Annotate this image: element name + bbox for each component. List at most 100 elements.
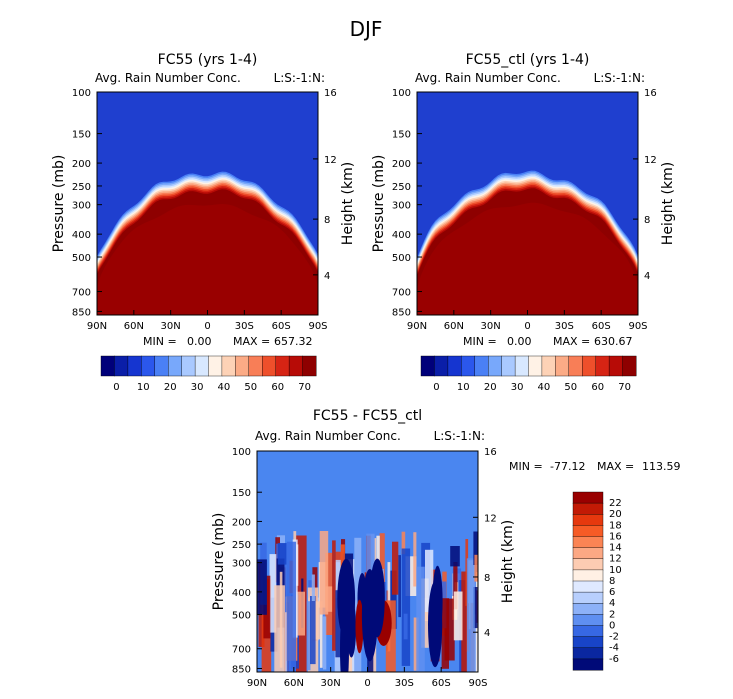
colorbar-swatch (181, 355, 196, 377)
colorbar-swatch (572, 580, 604, 593)
y2-axis-title: Height (km) (660, 162, 676, 245)
colorbar-label: -4 (609, 643, 619, 654)
y-tick-label: 500 (392, 253, 411, 264)
x-tick-label: 90N (87, 321, 107, 332)
colorbar-swatch (514, 355, 529, 377)
colorbar-swatch (595, 355, 610, 377)
colorbar-label: 6 (609, 587, 615, 598)
y-tick-label: 700 (392, 288, 411, 299)
panel-subtitle: Avg. Rain Number Conc. (95, 71, 241, 85)
colorbar-swatch (608, 355, 623, 377)
colorbar: 0 10 20 30 40 50 60 70 (420, 355, 637, 393)
x-tick-label: 0 (524, 321, 530, 332)
colorbar-swatch (434, 355, 449, 377)
diff-streak (416, 566, 425, 672)
field-fill (257, 451, 478, 672)
colorbar-label: 30 (511, 382, 524, 393)
colorbar-label: 20 (484, 382, 497, 393)
colorbar-swatch (572, 536, 604, 549)
colorbar-label: -2 (609, 632, 619, 643)
plot-layer: FC55 (yrs 1-4) Avg. Rain Number Conc. L:S:… (51, 52, 681, 689)
diff-streak (379, 533, 385, 599)
colorbar-label: 16 (609, 531, 622, 542)
diff-streak (425, 549, 434, 612)
y-tick-label: 200 (232, 517, 251, 528)
colorbar-swatch (141, 355, 156, 377)
x-tick-label: 30N (321, 678, 341, 689)
y-tick-label: 150 (232, 488, 251, 499)
diff-streak (421, 578, 429, 648)
colorbar-label: 40 (218, 382, 231, 393)
colorbar-swatch (555, 355, 570, 377)
diff-streak (310, 596, 316, 665)
x-tick-label: 90S (308, 321, 327, 332)
diff-streak (453, 591, 463, 641)
colorbar-swatch (568, 355, 583, 377)
diff-streak (466, 558, 475, 672)
diff-streak (389, 570, 397, 629)
colorbar-swatch (572, 514, 604, 526)
panel-units: L:S:-1:N: (434, 429, 485, 443)
diff-streak (295, 591, 305, 636)
colorbar-label: 18 (609, 520, 622, 531)
colorbar-swatch (154, 355, 169, 377)
y2-axis-title: Height (km) (500, 520, 516, 603)
colorbar-swatch (572, 636, 604, 649)
y-tick-label: 150 (392, 130, 411, 141)
y-tick-label: 200 (72, 159, 91, 170)
y-tick-label: 400 (232, 588, 251, 599)
colorbar-label: 0 (113, 382, 119, 393)
colorbar-label: -6 (609, 654, 619, 665)
diff-blob (340, 604, 349, 672)
colorbar-swatch (572, 558, 604, 571)
y-axis-title: Pressure (mb) (51, 155, 67, 253)
min-label: MIN = (509, 460, 543, 473)
colorbar-swatch (127, 355, 142, 377)
diff-streak (392, 541, 399, 595)
diff-streak (465, 539, 469, 606)
colorbar-label: 60 (271, 382, 284, 393)
panel-p2: FC55_ctl (yrs 1-4) Avg. Rain Number Conc.… (371, 52, 676, 393)
colorbar-swatch (622, 355, 637, 377)
x-tick-label: 60S (592, 321, 611, 332)
colorbar-label: 70 (618, 382, 631, 393)
panel-title: FC55_ctl (yrs 1-4) (466, 52, 590, 68)
field-fill (417, 92, 638, 315)
y-tick-label: 250 (392, 182, 411, 193)
y2-tick-label: 16 (484, 447, 497, 458)
diff-blob (355, 599, 364, 654)
colorbar-swatch (572, 603, 604, 615)
y2-axis-title: Height (km) (340, 162, 356, 245)
x-tick-label: 30N (161, 321, 181, 332)
x-tick-label: 90N (407, 321, 427, 332)
colorbar-label: 2 (609, 609, 615, 620)
diff-streak (401, 548, 411, 666)
x-tick-label: 90S (468, 678, 487, 689)
y2-tick-label: 16 (324, 88, 337, 99)
panel-subtitle: Avg. Rain Number Conc. (255, 429, 401, 443)
colorbar-swatch (100, 355, 115, 377)
x-tick-label: 30S (555, 321, 574, 332)
y-tick-label: 200 (392, 159, 411, 170)
colorbar-swatch (167, 355, 183, 377)
y2-tick-label: 4 (484, 628, 490, 639)
colorbar: 0 10 20 30 40 50 60 70 (100, 355, 317, 393)
y-tick-label: 250 (72, 182, 91, 193)
y2-tick-label: 12 (324, 155, 337, 166)
colorbar-swatch (208, 355, 223, 377)
colorbar-swatch (572, 547, 604, 560)
x-tick-label: 0 (204, 321, 210, 332)
max-value: 657.32 (274, 335, 313, 348)
colorbar-swatch (572, 591, 604, 604)
diff-streak (257, 559, 267, 615)
panel-p3: FC55 - FC55_ctl Avg. Rain Number Conc. L:S… (211, 408, 681, 689)
y-tick-label: 300 (72, 201, 91, 212)
diff-streak (325, 586, 334, 612)
contour-core (417, 202, 638, 315)
colorbar-label: 0 (433, 382, 439, 393)
colorbar-label: 10 (137, 382, 150, 393)
diff-streak (306, 601, 311, 671)
diff-blob (346, 598, 357, 658)
